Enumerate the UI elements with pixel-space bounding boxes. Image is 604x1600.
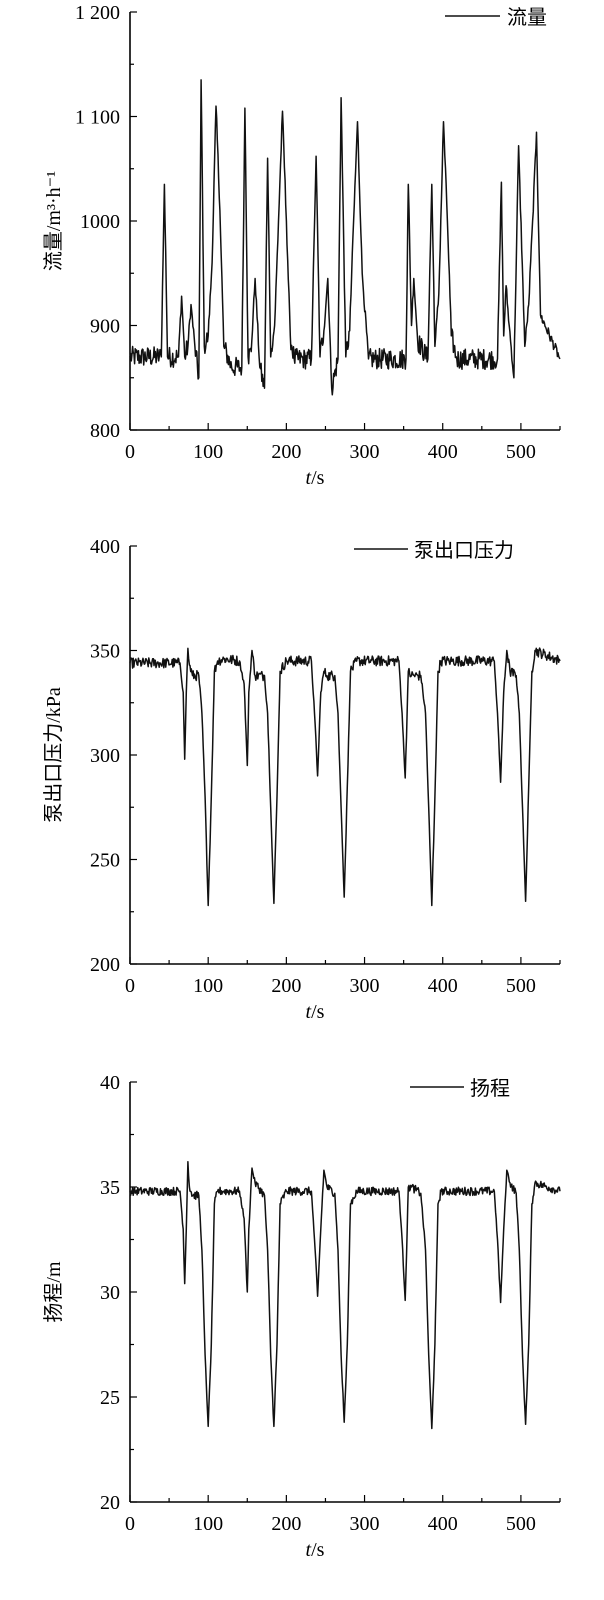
x-tick-label: 200 bbox=[271, 1513, 301, 1535]
x-axis-label-var: t bbox=[306, 1001, 312, 1023]
legend: 流量 bbox=[445, 6, 547, 29]
x-tick-label: 500 bbox=[506, 1513, 536, 1535]
x-tick-label: 300 bbox=[350, 1513, 380, 1535]
legend-label: 流量 bbox=[507, 6, 547, 29]
x-tick-label: 0 bbox=[125, 1513, 135, 1535]
y-axis-label: 流量/m³·h⁻¹ bbox=[42, 171, 65, 271]
y-tick-label: 40 bbox=[100, 1072, 120, 1094]
y-tick-label: 900 bbox=[90, 316, 120, 338]
y-tick-label: 800 bbox=[90, 420, 120, 442]
y-tick-label: 250 bbox=[90, 850, 120, 872]
y-axis-label: 泵出口压力/kPa bbox=[42, 687, 65, 823]
x-tick-label: 400 bbox=[428, 441, 458, 463]
x-axis-label-unit: /s bbox=[311, 1001, 325, 1023]
series-line-1 bbox=[129, 647, 561, 907]
x-tick-label: 300 bbox=[350, 975, 380, 997]
y-tick-label: 400 bbox=[90, 536, 120, 558]
legend: 扬程 bbox=[410, 1077, 510, 1100]
x-axis-label-var: t bbox=[306, 467, 312, 489]
y-tick-label: 1 200 bbox=[75, 2, 120, 24]
y-tick-label: 25 bbox=[100, 1387, 120, 1409]
series-line-1 bbox=[129, 1161, 561, 1430]
y-tick-label: 35 bbox=[100, 1177, 120, 1199]
x-tick-label: 100 bbox=[193, 1513, 223, 1535]
legend: 泵出口压力 bbox=[354, 539, 514, 562]
x-tick-label: 100 bbox=[193, 975, 223, 997]
y-tick-label: 1 100 bbox=[75, 107, 120, 129]
x-tick-label: 100 bbox=[193, 441, 223, 463]
x-tick-label: 0 bbox=[125, 441, 135, 463]
chart-panel-3: 0 100 200 300 400 500 20 25 30 35 40 t/s 扬程/m 扬程 bbox=[42, 1072, 561, 1561]
y-tick-label: 30 bbox=[100, 1282, 120, 1304]
y-tick-label: 200 bbox=[90, 954, 120, 976]
x-axis-label-var: t bbox=[306, 1539, 312, 1561]
y-tick-label: 300 bbox=[90, 745, 120, 767]
legend-label: 扬程 bbox=[470, 1077, 510, 1100]
x-tick-label: 400 bbox=[428, 975, 458, 997]
x-tick-label: 200 bbox=[271, 975, 301, 997]
chart-panel-2: 0 100 200 300 400 500200250300350400t/s泵出口压力/… bbox=[42, 536, 561, 1023]
x-axis-label: t/s bbox=[306, 1001, 325, 1023]
y-tick-label: 20 bbox=[100, 1492, 120, 1514]
y-tick-label: 350 bbox=[90, 641, 120, 663]
chart-panel-1: 0 100 200 300 400 500 800 900 1000 1 100 1 200 t/s 流… bbox=[42, 2, 561, 489]
x-tick-label: 0 bbox=[125, 975, 135, 997]
x-tick-label: 200 bbox=[271, 441, 301, 463]
x-axis-label-unit: /s bbox=[311, 467, 325, 489]
x-axis-label: t/s bbox=[306, 1539, 325, 1561]
x-axis-label: t/s bbox=[306, 467, 325, 489]
x-tick-label: 300 bbox=[350, 441, 380, 463]
x-tick-label: 400 bbox=[428, 1513, 458, 1535]
series-line-1 bbox=[129, 79, 561, 396]
y-axis-label: 扬程/m bbox=[42, 1261, 65, 1323]
x-tick-label: 500 bbox=[506, 441, 536, 463]
x-tick-label: 500 bbox=[506, 975, 536, 997]
legend-label: 泵出口压力 bbox=[414, 539, 514, 562]
x-axis-label-unit: /s bbox=[311, 1539, 325, 1561]
y-tick-label: 1000 bbox=[80, 211, 120, 233]
